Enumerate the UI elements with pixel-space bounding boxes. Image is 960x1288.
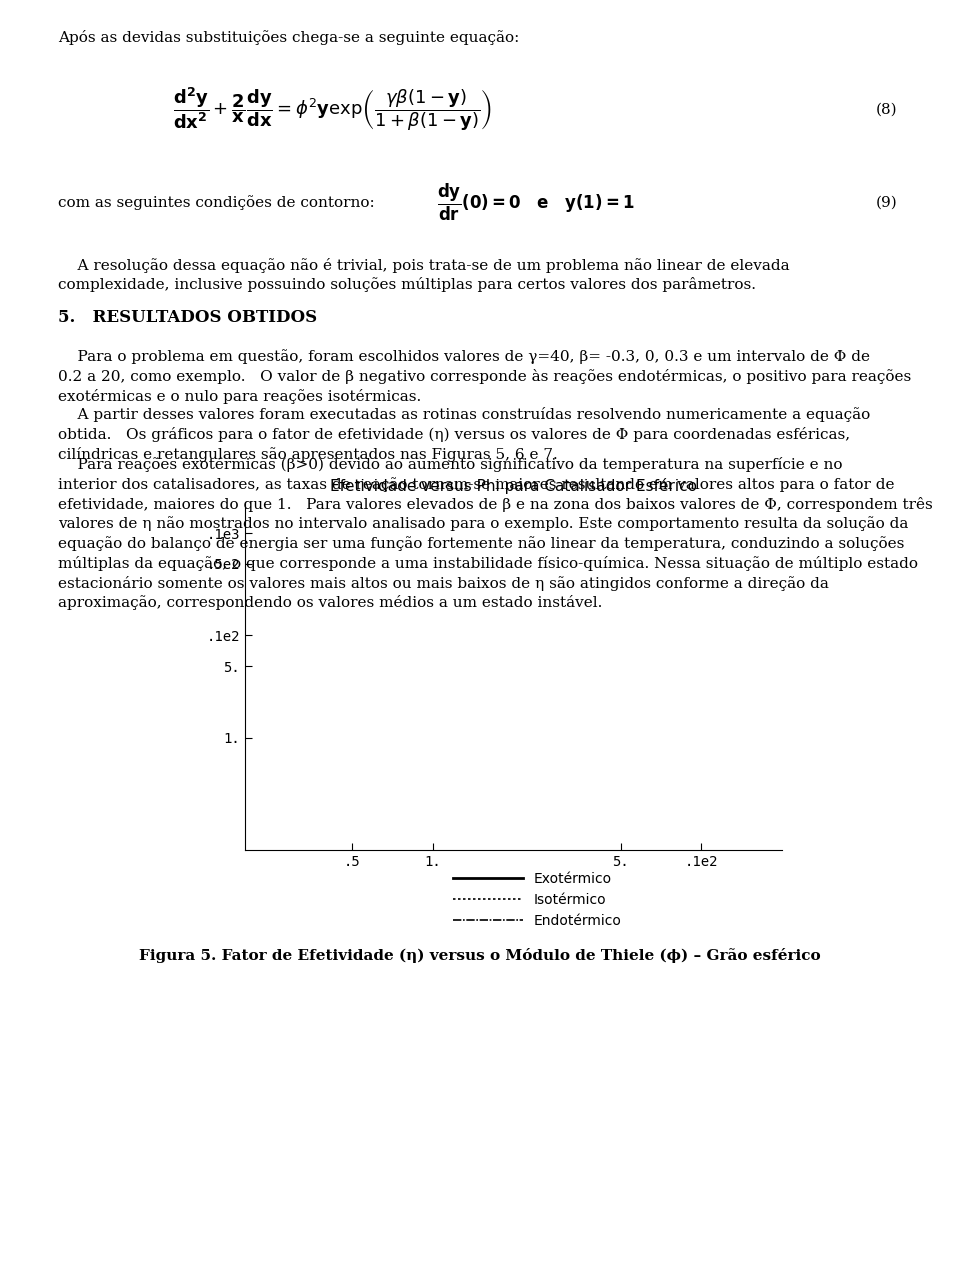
Text: Para reações exotérmicas (β>0) devido ao aumento significativo da temperatura na: Para reações exotérmicas (β>0) devido ao… bbox=[58, 457, 932, 611]
Text: $\dfrac{\mathbf{d^2y}}{\mathbf{dx^2}} + \dfrac{\mathbf{2}}{\mathbf{x}}\dfrac{\ma: $\dfrac{\mathbf{d^2y}}{\mathbf{dx^2}} + … bbox=[173, 85, 492, 134]
Title: Efetividade versus Phi para Catalisador Esférico: Efetividade versus Phi para Catalisador … bbox=[330, 478, 697, 495]
Text: 5.   RESULTADOS OBTIDOS: 5. RESULTADOS OBTIDOS bbox=[58, 309, 317, 326]
Text: Figura 5. Fator de Efetividade (η) versus o Módulo de Thiele (ϕ) – Grão esférico: Figura 5. Fator de Efetividade (η) versu… bbox=[139, 948, 821, 963]
Text: (8): (8) bbox=[876, 103, 898, 116]
Text: com as seguintes condições de contorno:: com as seguintes condições de contorno: bbox=[58, 194, 374, 210]
Text: (9): (9) bbox=[876, 196, 898, 209]
Text: A partir desses valores foram executadas as rotinas construídas resolvendo numer: A partir desses valores foram executadas… bbox=[58, 407, 870, 461]
Text: Para o problema em questão, foram escolhidos valores de γ=40, β= -0.3, 0, 0.3 e : Para o problema em questão, foram escolh… bbox=[58, 349, 911, 403]
Text: Após as devidas substituições chega-se a seguinte equação:: Após as devidas substituições chega-se a… bbox=[58, 30, 519, 45]
Legend: Exotérmico, Isotérmico, Endotérmico: Exotérmico, Isotérmico, Endotérmico bbox=[453, 872, 622, 929]
Text: A resolução dessa equação não é trivial, pois trata-se de um problema não linear: A resolução dessa equação não é trivial,… bbox=[58, 258, 789, 292]
Text: $\dfrac{\mathbf{dy}}{\mathbf{dr}}\mathbf{(0)=0} \quad \mathbf{e} \quad \mathbf{y: $\dfrac{\mathbf{dy}}{\mathbf{dr}}\mathbf… bbox=[437, 182, 635, 223]
